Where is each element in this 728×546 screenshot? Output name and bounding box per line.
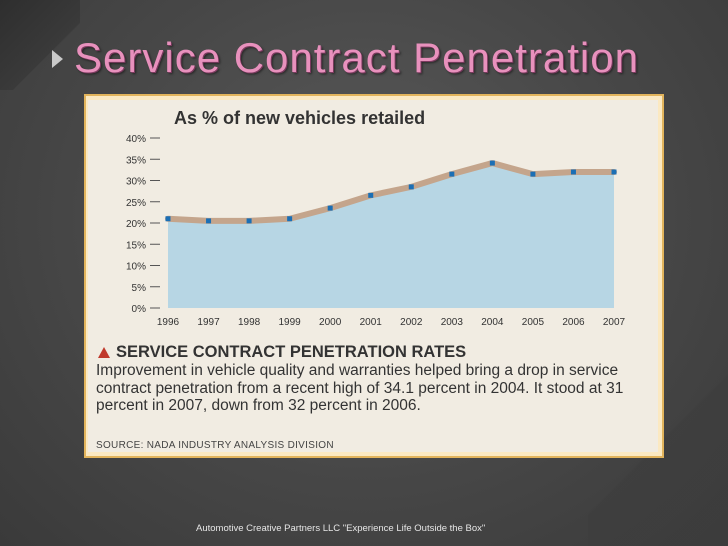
y-tick-label: 25% (126, 198, 146, 209)
x-tick-label: 2002 (400, 317, 423, 328)
y-tick-label: 0% (132, 304, 147, 315)
y-tick-label: 10% (126, 262, 146, 273)
chart-subtitle: As % of new vehicles retailed (174, 108, 426, 128)
data-point (449, 171, 455, 177)
source-note: SOURCE: NADA INDUSTRY ANALYSIS DIVISION (96, 440, 334, 451)
data-point (287, 216, 293, 222)
x-tick-label: 1999 (279, 317, 302, 328)
data-point (611, 169, 617, 175)
data-point (206, 218, 212, 224)
data-point (530, 171, 536, 177)
y-tick-label: 20% (126, 219, 146, 230)
x-tick-label: 2005 (522, 317, 545, 328)
y-tick-label: 35% (126, 155, 146, 166)
data-point (246, 218, 252, 224)
caption-heading: SERVICE CONTRACT PENETRATION RATES (116, 343, 467, 361)
data-point (368, 192, 374, 198)
data-point (489, 160, 495, 166)
warning-triangle-icon (98, 347, 110, 358)
x-tick-label: 2000 (319, 317, 342, 328)
area-fill (168, 163, 614, 308)
title-bullet-icon (52, 50, 63, 68)
x-tick-label: 2003 (441, 317, 464, 328)
x-tick-label: 2006 (562, 317, 585, 328)
data-point (165, 216, 171, 222)
y-tick-label: 30% (126, 177, 146, 188)
x-tick-label: 2007 (603, 317, 626, 328)
slide-title: Service Contract Penetration (74, 34, 639, 81)
data-point (408, 184, 414, 190)
x-tick-label: 1997 (197, 317, 220, 328)
data-point (570, 169, 576, 175)
x-tick-label: 2001 (360, 317, 383, 328)
y-tick-label: 40% (126, 134, 146, 145)
series-line (165, 160, 617, 224)
y-tick-label: 15% (126, 240, 146, 251)
caption-body: Improvement in vehicle quality and warra… (96, 362, 624, 414)
slide-footer: Automotive Creative Partners LLC "Experi… (196, 523, 486, 534)
area-chart: 0% 5% 10% 15% 20% 25% 30% 35% 40% 1996 1997 1998 199… (126, 134, 626, 328)
x-tick-label: 2004 (481, 317, 504, 328)
data-point (327, 205, 333, 211)
x-tick-label: 1998 (238, 317, 261, 328)
y-tick-label: 5% (132, 283, 147, 294)
x-tick-label: 1996 (157, 317, 180, 328)
slide-corner-shape (0, 0, 80, 90)
